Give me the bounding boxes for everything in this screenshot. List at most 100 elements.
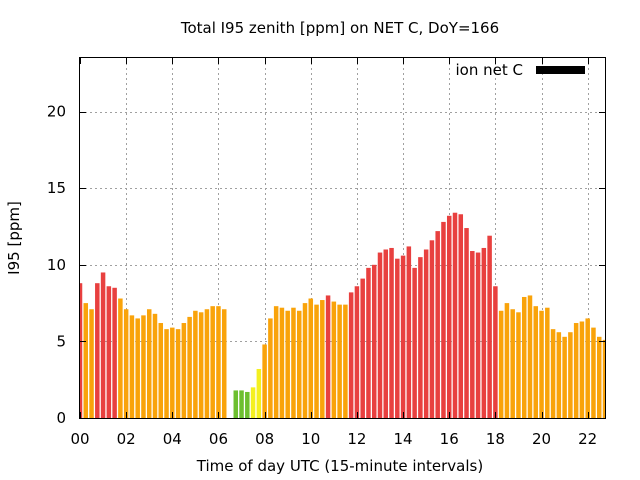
bar — [360, 278, 365, 418]
bar — [573, 323, 579, 418]
bar — [80, 283, 83, 418]
x-tick-labels: 00 02 04 06 08 10 12 14 16 18 20 22 — [70, 430, 597, 448]
bar — [602, 339, 605, 418]
bar — [464, 228, 469, 418]
bar — [268, 318, 273, 418]
bar — [83, 303, 89, 418]
bar — [187, 316, 192, 418]
bar — [481, 247, 487, 418]
bar — [395, 258, 400, 418]
bar — [198, 312, 204, 418]
bar — [245, 391, 250, 418]
bar — [423, 249, 429, 418]
x-tick-label: 04 — [163, 430, 182, 448]
bar — [302, 303, 308, 418]
bar — [568, 332, 573, 418]
bar — [216, 306, 221, 418]
bar — [412, 267, 417, 418]
y-tick-label: 0 — [56, 409, 66, 427]
bar — [498, 310, 504, 418]
bar — [371, 264, 377, 418]
bar — [210, 306, 215, 418]
legend-swatch — [536, 66, 585, 74]
bar — [193, 310, 198, 418]
legend: ion net C — [456, 61, 585, 79]
y-axis-label: I95 [ppm] — [5, 201, 23, 275]
bar — [418, 257, 423, 418]
bar — [475, 252, 481, 418]
bar — [435, 231, 440, 418]
bar — [579, 321, 585, 418]
bar — [406, 246, 412, 418]
y-tick-label: 5 — [56, 332, 66, 350]
bar — [106, 286, 112, 418]
bar — [539, 310, 544, 418]
bar — [446, 215, 452, 418]
bar — [95, 283, 100, 418]
bar — [285, 310, 290, 418]
x-axis-label: Time of day UTC (15-minute intervals) — [196, 457, 483, 475]
bar — [429, 240, 435, 418]
bar — [325, 295, 331, 418]
bar — [296, 310, 302, 418]
bar — [239, 390, 244, 418]
bar — [170, 327, 175, 418]
chart-title: Total I95 zenith [ppm] on NET C, DoY=166 — [180, 19, 499, 37]
bar — [135, 318, 140, 418]
x-tick-label: 12 — [347, 430, 366, 448]
y-tick-label: 10 — [47, 256, 66, 274]
bar — [545, 307, 550, 418]
bar — [510, 309, 515, 418]
bar — [308, 298, 314, 418]
bar — [204, 309, 210, 418]
bar — [516, 312, 521, 418]
bar — [146, 309, 152, 418]
bar — [550, 329, 556, 418]
bar — [521, 296, 527, 418]
bar — [279, 307, 285, 418]
bar — [291, 307, 296, 418]
bar — [493, 286, 498, 418]
x-tick-label: 08 — [255, 430, 274, 448]
bar — [596, 336, 602, 418]
bar — [527, 295, 533, 418]
x-tick-label: 18 — [486, 430, 505, 448]
bar — [273, 306, 279, 418]
bar — [348, 292, 354, 418]
y-tick-label: 20 — [47, 103, 66, 121]
x-tick-label: 22 — [578, 430, 597, 448]
bar — [175, 329, 181, 418]
y-tick-label: 15 — [47, 179, 66, 197]
bar — [470, 251, 475, 418]
bar — [354, 286, 360, 418]
bar — [504, 303, 510, 418]
bar — [337, 304, 342, 418]
bar — [441, 221, 446, 418]
x-tick-label: 14 — [394, 430, 413, 448]
x-tick-label: 06 — [209, 430, 228, 448]
bar — [458, 214, 464, 418]
bar — [400, 255, 406, 418]
bar — [152, 313, 158, 418]
x-tick-label: 16 — [440, 430, 459, 448]
bar — [487, 235, 492, 418]
bar — [343, 304, 348, 418]
bar — [164, 329, 169, 418]
bar — [591, 327, 596, 418]
bar — [585, 318, 590, 418]
bar — [112, 287, 117, 418]
bars — [80, 212, 605, 418]
bar — [533, 306, 539, 418]
x-tick-label: 20 — [532, 430, 551, 448]
legend-label: ion net C — [456, 61, 523, 79]
x-tick-label: 00 — [70, 430, 89, 448]
bar — [181, 323, 187, 418]
bar — [389, 247, 394, 418]
bar — [233, 390, 239, 418]
bar — [320, 300, 325, 418]
bar — [262, 344, 267, 418]
x-tick-label: 02 — [117, 430, 136, 448]
bar — [158, 323, 164, 418]
bar — [331, 301, 337, 418]
